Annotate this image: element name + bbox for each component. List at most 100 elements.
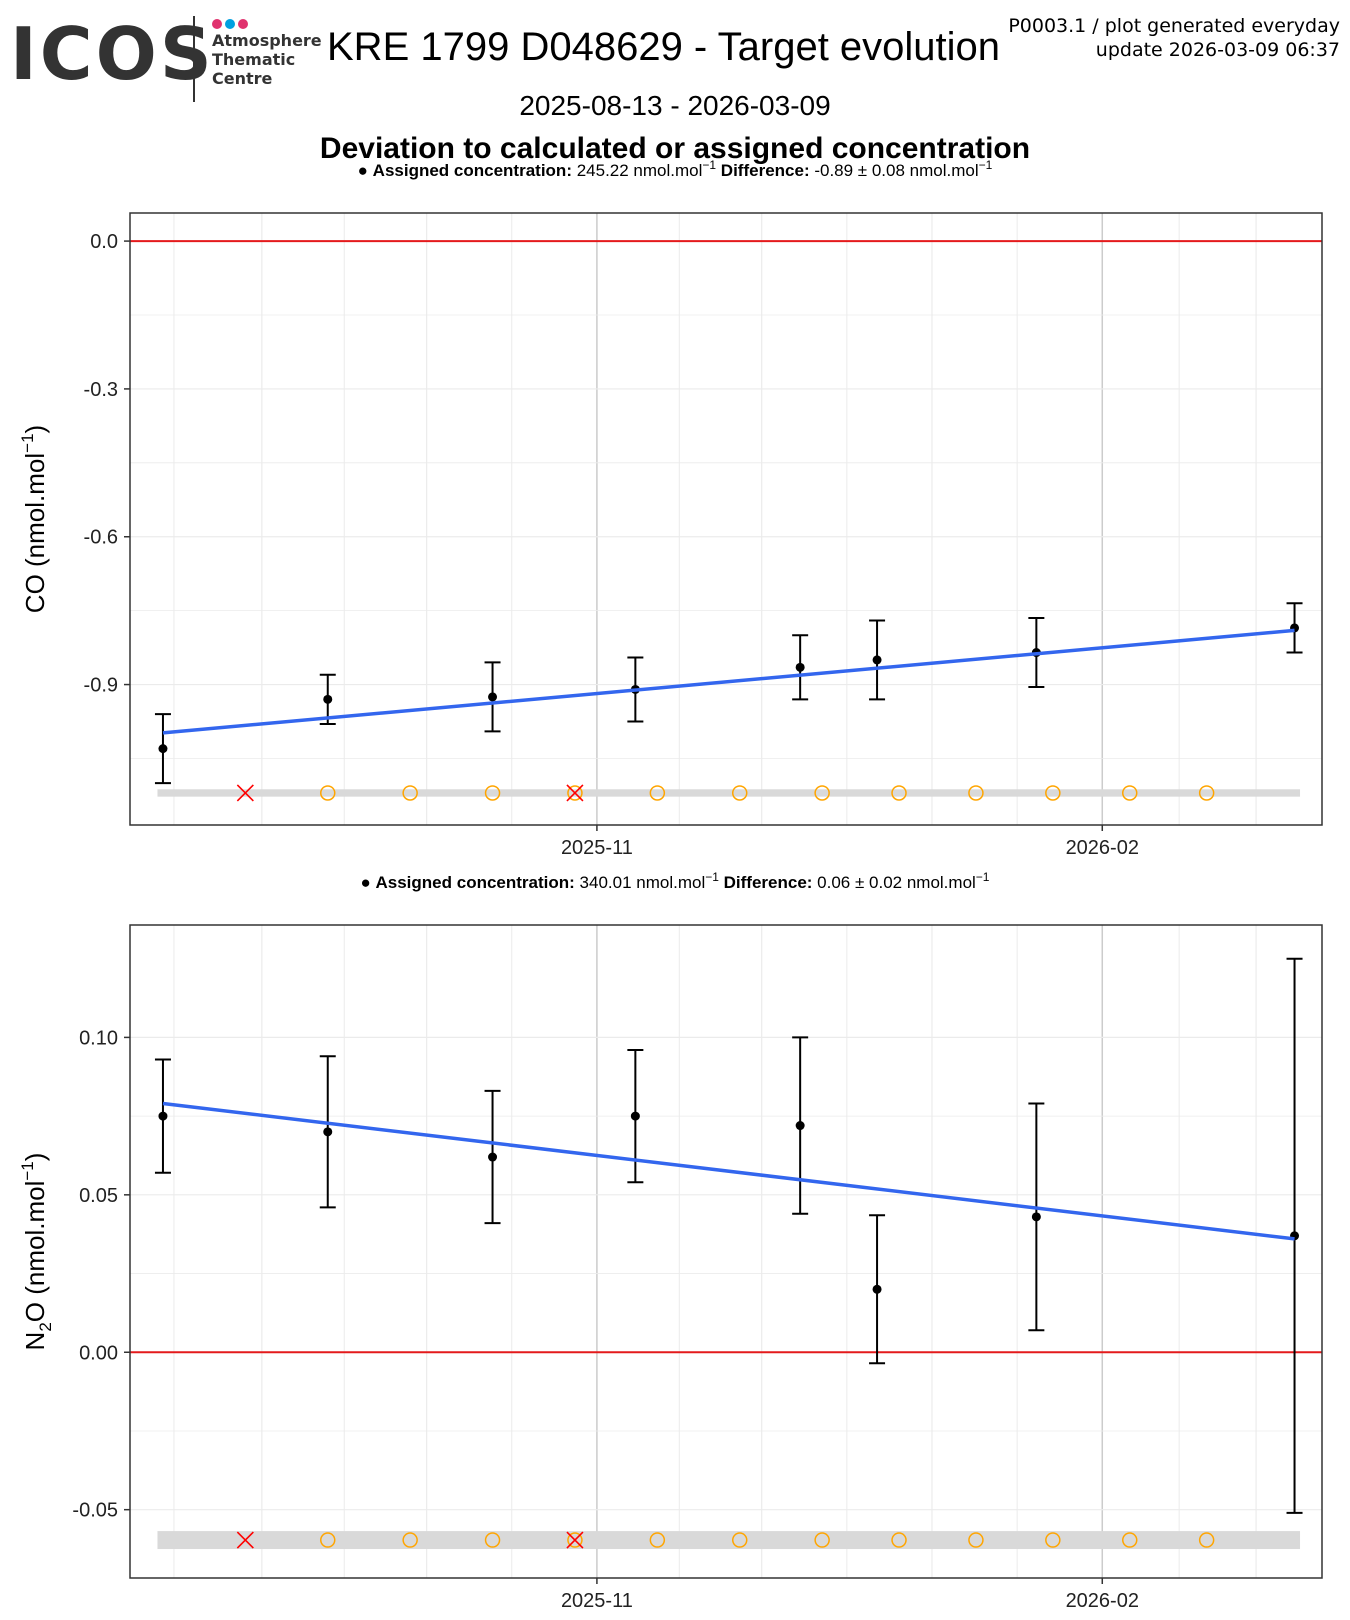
data-point-group xyxy=(1028,1102,1045,1332)
text-span: Difference: xyxy=(716,161,810,180)
y-tick-label: 0.0 xyxy=(90,231,118,253)
y-tick-label: 0.00 xyxy=(79,1342,118,1364)
logo-dot-2 xyxy=(225,19,235,29)
flag-marker-circle xyxy=(968,1532,984,1548)
logo-dot-1 xyxy=(212,19,222,29)
flag-marker-circle xyxy=(891,1532,907,1548)
y-tick-label: -0.05 xyxy=(72,1500,118,1522)
legend: ● Assigned concentration: 340.01 nmol.mo… xyxy=(361,870,990,892)
data-point-group xyxy=(792,634,809,701)
data-point xyxy=(323,694,333,704)
text-span: O (nmol.mol xyxy=(20,1181,50,1323)
text-span: 0.06 ± 0.02 nmol.mol xyxy=(812,873,975,892)
flag-marker-circle xyxy=(567,785,583,801)
text-span: 2 xyxy=(36,1322,55,1331)
meta-line-generated: P0003.1 / plot generated everyday xyxy=(1008,15,1340,37)
flag-marker-cross xyxy=(236,784,254,802)
flag-marker-circle xyxy=(1198,1532,1215,1548)
flag-marker-cross xyxy=(236,1531,254,1549)
text-span: CO (nmol.mol xyxy=(20,453,50,613)
text-span: ● xyxy=(358,161,373,180)
flag-marker-circle xyxy=(1045,785,1061,801)
meta-line-update: update 2026-03-09 06:37 xyxy=(1095,39,1340,61)
data-point xyxy=(158,744,168,754)
data-point-group xyxy=(319,1055,336,1209)
cross-stroke xyxy=(566,1531,584,1549)
logo-text: ICOS xyxy=(10,12,215,96)
page-title: KRE 1799 D048629 - Target evolution xyxy=(327,25,1001,69)
flag-marker-circle xyxy=(1045,1532,1061,1548)
logo-subtitle: Atmosphere Thematic Centre xyxy=(212,31,322,88)
chart-subtitle: Deviation to calculated or assigned conc… xyxy=(319,132,1031,165)
logo-sub-line: Atmosphere xyxy=(212,31,322,50)
flag-marker-circle xyxy=(1121,1532,1138,1548)
text-span: −1 xyxy=(702,158,716,172)
y-tick-label: 0.05 xyxy=(79,1185,118,1207)
flag-marker-circle xyxy=(402,1532,418,1548)
flag-marker-circle xyxy=(968,785,984,801)
logo-dots-icon xyxy=(212,16,251,34)
data-point xyxy=(323,1127,333,1137)
panel-border xyxy=(129,212,1323,826)
text-span: Assigned concentration: xyxy=(373,161,572,180)
y-tick-label: 0.10 xyxy=(79,1027,118,1049)
flag-marker-circle xyxy=(484,1532,501,1548)
flag-marker-circle xyxy=(731,785,748,801)
data-point-group xyxy=(484,661,501,733)
text-span: 340.01 nmol.mol xyxy=(575,873,705,892)
logo-sub-line: Centre xyxy=(212,69,273,88)
flag-marker-circle xyxy=(649,785,666,801)
data-point-group xyxy=(319,673,336,725)
flag-marker-circle xyxy=(814,785,830,801)
flag-marker-circle xyxy=(484,785,501,801)
text-span: −1 xyxy=(18,433,37,452)
data-point xyxy=(872,1284,882,1294)
cross-stroke xyxy=(236,784,254,802)
flag-marker-circle xyxy=(891,785,907,801)
flag-marker-circle xyxy=(731,1532,748,1548)
legend: ● Assigned concentration: 245.22 nmol.mo… xyxy=(358,158,993,180)
data-point-group xyxy=(484,1089,501,1225)
trend-line xyxy=(162,1101,1295,1241)
data-point xyxy=(872,655,882,665)
chart-panel-co: 0.0 -0.3 -0.6 -0.9 2025-11 2026-02 CO (nmol.mo… xyxy=(18,158,1323,859)
plot-meta: P0003.1 / plot generated everyday update… xyxy=(1008,14,1340,62)
data-point-group xyxy=(1286,602,1303,654)
text-span: −1 xyxy=(979,158,993,172)
logo-dot-3 xyxy=(238,19,248,29)
data-point-group xyxy=(154,1058,171,1174)
data-point xyxy=(630,1111,640,1121)
flag-band xyxy=(157,789,1301,797)
x-tick-label: 2026-02 xyxy=(1066,1590,1139,1612)
data-point-group xyxy=(154,713,171,785)
flag-marker-circle xyxy=(320,1532,336,1548)
logo-separator xyxy=(193,16,195,102)
cross-stroke xyxy=(566,784,584,802)
data-point xyxy=(1031,1212,1041,1222)
flag-marker-circle xyxy=(814,1532,830,1548)
text-span: Difference: xyxy=(719,873,813,892)
trend-line xyxy=(162,628,1295,735)
data-point xyxy=(795,1121,805,1131)
flag-marker-circle xyxy=(567,1532,583,1548)
data-point xyxy=(795,662,805,672)
y-axis-label: CO (nmol.mol−1) xyxy=(18,425,50,613)
text-span: -0.89 ± 0.08 nmol.mol xyxy=(810,161,979,180)
flag-marker-circle xyxy=(1121,785,1138,801)
flag-marker-circle xyxy=(402,785,418,801)
flag-marker-circle xyxy=(1198,785,1215,801)
panel-border xyxy=(129,924,1323,1579)
data-point-group xyxy=(869,1214,886,1365)
text-span: −1 xyxy=(18,1161,37,1180)
data-point xyxy=(488,1152,498,1162)
flag-band xyxy=(157,1531,1301,1550)
x-tick-label: 2025-11 xyxy=(561,1590,633,1612)
date-range: 2025-08-13 - 2026-03-09 xyxy=(519,90,831,121)
data-point xyxy=(488,692,498,702)
y-axis-label: N2O (nmol.mol−1) xyxy=(18,1153,55,1351)
x-tick-label: 2025-11 xyxy=(561,837,633,859)
text-span: 245.22 nmol.mol xyxy=(572,161,702,180)
text-span: −1 xyxy=(705,870,719,884)
chart-panel-n2o: 0.10 0.05 0.00 -0.05 2025-11 2026-02 N2O (nmol… xyxy=(18,870,1323,1612)
data-point-group xyxy=(869,619,886,701)
